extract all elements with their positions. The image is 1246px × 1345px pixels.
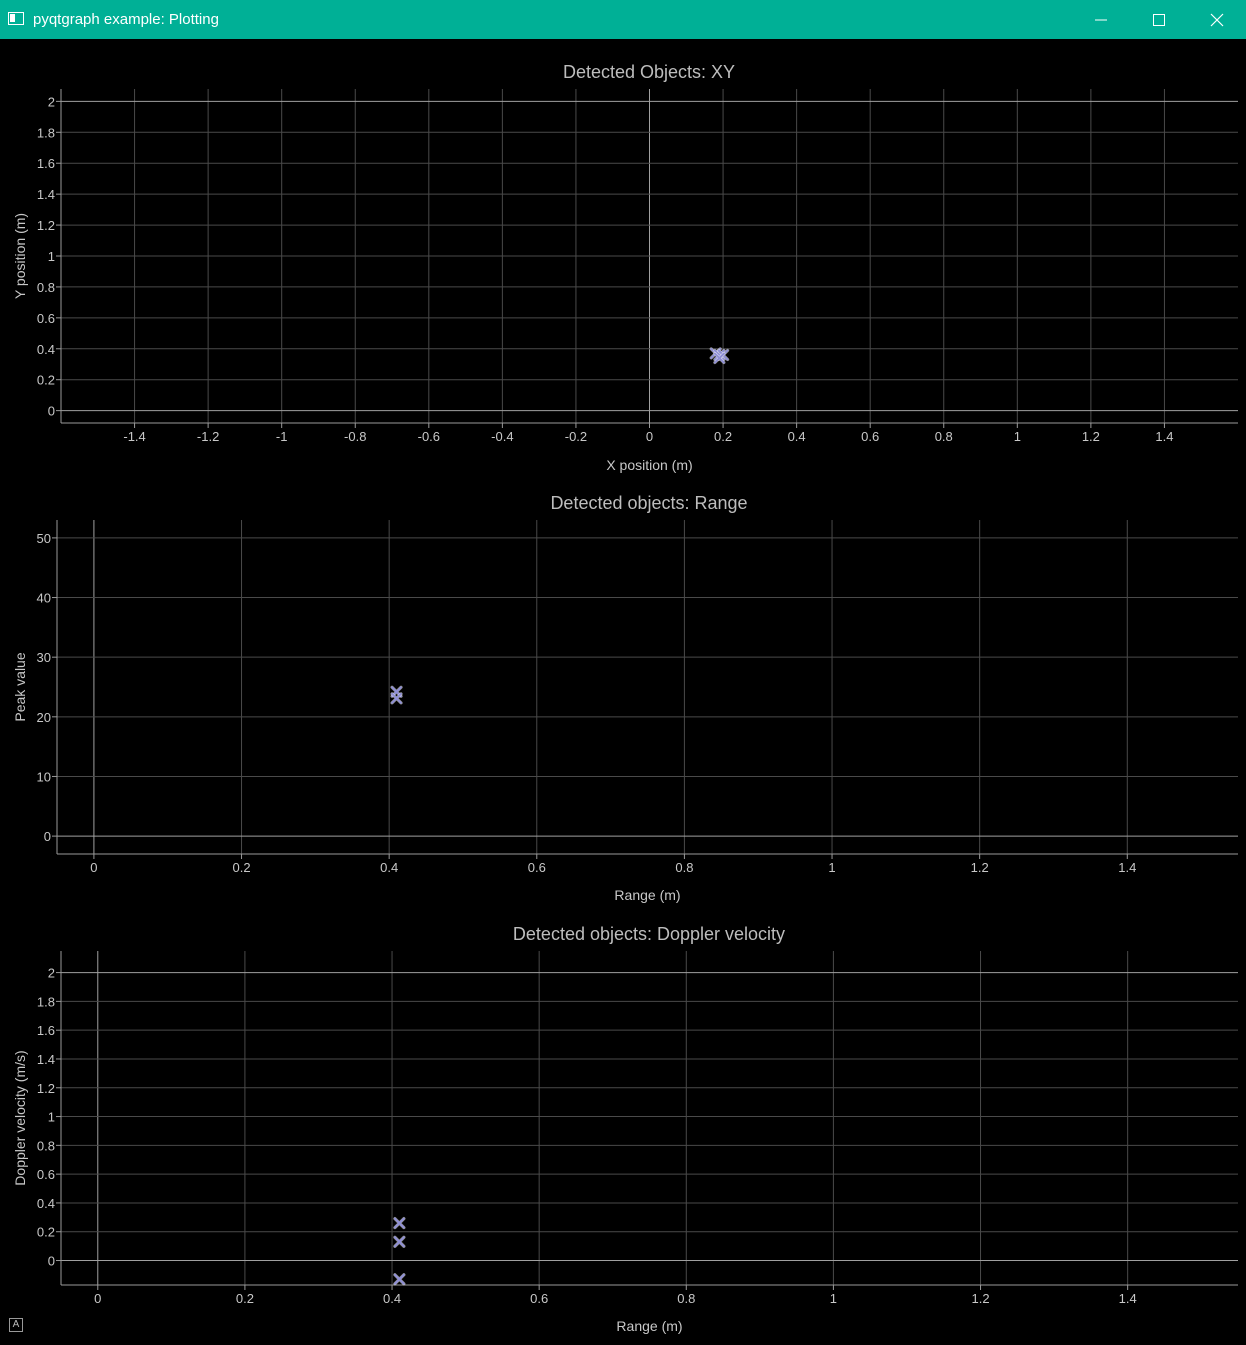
chart-1: -1.4 -1.2 -1 -0.8 -0.6 -0.4 -0.2 0 0.2 0.4 0.6 0.8 1…: [12, 62, 1238, 473]
x-tick-label: 0.4: [383, 1291, 401, 1306]
x-tick-label: -0.4: [491, 429, 513, 444]
x-tick-label: 0.2: [236, 1291, 254, 1306]
x-tick-label: -0.2: [565, 429, 587, 444]
x-tick-label: 0: [94, 1291, 101, 1306]
y-tick-label: 50: [37, 531, 51, 546]
x-tick-label: 0.2: [232, 860, 250, 875]
minimize-icon: [1095, 19, 1107, 21]
y-tick-label: 1: [48, 249, 55, 264]
data-point-marker: [393, 1217, 405, 1229]
y-tick-label: 0.6: [37, 311, 55, 326]
y-tick-label: 0.4: [37, 1196, 55, 1211]
x-tick-label: 1.4: [1155, 429, 1173, 444]
auto-range-button[interactable]: A: [9, 1318, 23, 1332]
x-tick-label: 0.6: [528, 860, 546, 875]
y-tick-label: 10: [37, 769, 51, 784]
x-tick-label: -0.6: [418, 429, 440, 444]
y-tick-label: 1.2: [37, 218, 55, 233]
x-tick-label: 1: [830, 1291, 837, 1306]
x-tick-label: 0.4: [788, 429, 806, 444]
data-point: [713, 348, 726, 362]
data-point-marker: [713, 349, 725, 361]
x-tick-label: -1.4: [123, 429, 145, 444]
x-tick-label: 0.8: [935, 429, 953, 444]
y-tick-label: 40: [37, 591, 51, 606]
y-tick-label: 2: [48, 966, 55, 981]
data-point: [713, 351, 726, 365]
y-tick-label: 0: [48, 1254, 55, 1269]
y-tick-label: 1.4: [37, 1052, 55, 1067]
chart-2: 0 0.2 0.4 0.6 0.8 1 1.2 1.4 0 10 20 30 40 50 Detected …: [12, 493, 1238, 903]
x-tick-label: -1: [276, 429, 288, 444]
plot-area[interactable]: -1.4 -1.2 -1 -0.8 -0.6 -0.4 -0.2 0 0.2 0.4 0.6 0.8 1…: [0, 39, 1246, 1345]
title-bar: pyqtgraph example: Plotting: [0, 0, 1246, 39]
y-tick-label: 0.4: [37, 342, 55, 357]
y-axis-label: Doppler velocity (m/s): [12, 1050, 28, 1185]
y-tick-label: 1.4: [37, 187, 55, 202]
x-axis-label: Range (m): [614, 887, 680, 903]
y-tick-label: 0.8: [37, 280, 55, 295]
close-button[interactable]: [1188, 0, 1246, 39]
x-tick-label: 0: [646, 429, 653, 444]
y-tick-label: 0.2: [37, 1225, 55, 1240]
maximize-button[interactable]: [1130, 0, 1188, 39]
x-tick-label: 1.2: [971, 1291, 989, 1306]
data-point-marker: [391, 692, 403, 704]
data-point-marker: [393, 1236, 405, 1248]
x-tick-label: 0.6: [861, 429, 879, 444]
y-tick-label: 1.6: [37, 156, 55, 171]
x-tick-label: 1.2: [1082, 429, 1100, 444]
data-point-marker: [713, 352, 725, 364]
x-tick-label: -1.2: [197, 429, 219, 444]
y-tick-label: 0.6: [37, 1167, 55, 1182]
minimize-button[interactable]: [1072, 0, 1130, 39]
y-axis-label: Y position (m): [12, 213, 28, 299]
y-tick-label: 1.2: [37, 1081, 55, 1096]
y-tick-label: 20: [37, 710, 51, 725]
close-icon: [1210, 13, 1224, 27]
x-tick-label: 0.8: [675, 860, 693, 875]
app-icon: [8, 12, 24, 25]
data-point: [393, 1273, 406, 1286]
x-tick-label: 0.8: [677, 1291, 695, 1306]
y-tick-label: 0.8: [37, 1138, 55, 1153]
x-tick-label: 1.4: [1118, 860, 1136, 875]
chart-title: Detected objects: Range: [550, 493, 747, 513]
y-tick-label: 1: [48, 1110, 55, 1125]
x-tick-label: 0.6: [530, 1291, 548, 1306]
x-tick-label: 1: [1014, 429, 1021, 444]
data-point-marker: [393, 1273, 405, 1285]
y-tick-label: 0.2: [37, 373, 55, 388]
auto-range-label: A: [12, 1319, 20, 1330]
y-tick-label: 1.8: [37, 125, 55, 140]
y-tick-label: 0: [44, 829, 51, 844]
y-tick-label: 0: [48, 404, 55, 419]
chart-title: Detected Objects: XY: [563, 62, 735, 82]
chart-3: 0 0.2 0.4 0.6 0.8 1 1.2 1.4 0 0.2 0.4 0.6 0.8 1 1.2 1.4…: [12, 924, 1238, 1334]
x-axis-label: Range (m): [616, 1318, 682, 1334]
y-tick-label: 30: [37, 650, 51, 665]
x-tick-label: 0.2: [714, 429, 732, 444]
x-tick-label: 1: [828, 860, 835, 875]
data-point: [393, 1216, 406, 1230]
y-tick-label: 2: [48, 94, 55, 109]
y-axis-label: Peak value: [12, 652, 28, 721]
chart-title: Detected objects: Doppler velocity: [513, 924, 785, 944]
x-tick-label: 0.4: [380, 860, 398, 875]
x-tick-label: -0.8: [344, 429, 366, 444]
x-tick-label: 0: [90, 860, 97, 875]
maximize-icon: [1153, 14, 1165, 26]
x-axis-label: X position (m): [606, 457, 692, 473]
data-point: [390, 692, 403, 705]
x-tick-label: 1.4: [1119, 1291, 1137, 1306]
data-point: [393, 1235, 406, 1248]
window-title: pyqtgraph example: Plotting: [33, 11, 219, 28]
x-tick-label: 1.2: [971, 860, 989, 875]
y-tick-label: 1.6: [37, 1023, 55, 1038]
y-tick-label: 1.8: [37, 994, 55, 1009]
